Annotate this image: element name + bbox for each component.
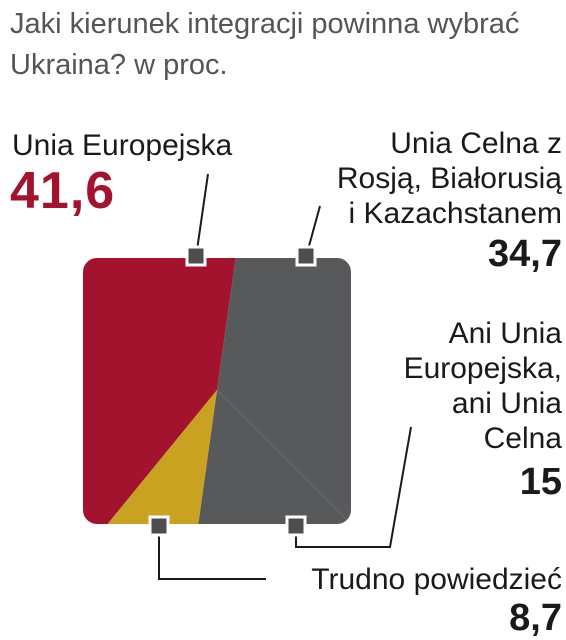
segment-unia-europejska bbox=[81, 256, 236, 526]
label-dk: Trudno powiedzieć bbox=[311, 563, 562, 596]
segment-ani-ani bbox=[198, 390, 353, 526]
marker-eu bbox=[185, 245, 207, 267]
label-cu-line1: Unia Celna z bbox=[390, 127, 562, 160]
leader-eu bbox=[195, 173, 209, 258]
chart-frame bbox=[79, 254, 355, 528]
marker-none bbox=[285, 515, 307, 537]
label-none-line1: Ani Unia bbox=[448, 317, 562, 350]
marker-dk bbox=[148, 515, 170, 537]
chart-title: Jaki kierunek integracji powinna wybrać … bbox=[10, 8, 520, 81]
label-none-line2: Europejska, bbox=[403, 352, 562, 385]
segment-trudno-powiedziec bbox=[106, 390, 217, 526]
label-eu: Unia Europejska bbox=[12, 129, 233, 162]
value-none: 15 bbox=[519, 461, 562, 503]
value-cu: 34,7 bbox=[488, 233, 562, 275]
leader-dk bbox=[158, 526, 266, 580]
label-cu-line2: Rosją, Białorusią bbox=[336, 162, 562, 195]
label-none-line3: ani Unia bbox=[451, 387, 562, 420]
marker-cu bbox=[295, 245, 317, 267]
value-dk: 8,7 bbox=[509, 597, 562, 639]
value-eu: 41,6 bbox=[10, 162, 116, 220]
segment-unia-celna bbox=[217, 256, 353, 526]
label-none-line4: Celna bbox=[483, 422, 562, 455]
label-cu-line3: i Kazachstanem bbox=[348, 197, 562, 230]
